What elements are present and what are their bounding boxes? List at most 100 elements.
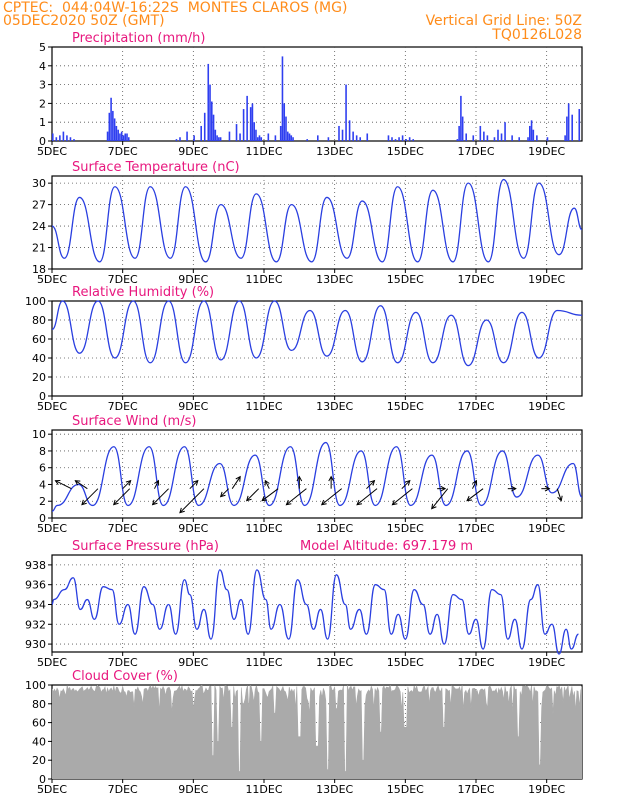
y-tick-label: 100 (25, 295, 46, 308)
wind-arrow (431, 488, 449, 509)
precip-bar (341, 129, 344, 141)
wind-arrow-head (54, 479, 61, 486)
y-tick-label: 934 (25, 598, 46, 611)
precip-bar (200, 125, 202, 141)
y-tick-label: 0 (39, 512, 46, 525)
wind-arrow-head (440, 485, 447, 492)
wind-arrow-head (472, 479, 478, 486)
precip-bar (479, 125, 482, 141)
precip-bar (73, 139, 75, 141)
x-tick-label: 19DEC (528, 273, 565, 286)
y-tick-label: 932 (25, 618, 46, 631)
precip-bar (120, 131, 123, 141)
precip-bar (578, 109, 581, 141)
wind-arrow (152, 488, 169, 506)
precip-bar (398, 137, 400, 141)
x-tick-label: 5DEC (37, 783, 67, 796)
y-tick-label: 24 (32, 220, 46, 233)
wind-arrow (179, 488, 205, 514)
precip-bar (260, 137, 263, 141)
precip-bar (460, 95, 462, 141)
precip-bar (110, 97, 112, 141)
series-line (51, 178, 583, 263)
precip-bar (203, 112, 206, 141)
precip-bar (456, 139, 459, 141)
precip-bar (306, 139, 308, 141)
panel-title: Relative Humidity (%) (72, 285, 214, 300)
precip-bar (527, 137, 529, 141)
panel-title: Surface Pressure (hPa) (72, 539, 219, 554)
wind-arrow (231, 476, 241, 489)
y-tick-label: 2 (39, 97, 46, 110)
precip-bar (536, 135, 538, 141)
y-tick-label: 40 (32, 735, 46, 748)
precip-bar (66, 135, 68, 141)
y-tick-label: 27 (32, 199, 46, 212)
precip-bar (394, 139, 397, 141)
precip-bar (246, 95, 248, 141)
y-tick-label: 6 (39, 462, 46, 475)
precip-bar (327, 137, 330, 141)
precip-bar (122, 135, 125, 141)
precip-bar (571, 114, 573, 141)
series-line (51, 300, 583, 367)
precip-bar (511, 135, 513, 141)
x-tick-label: 17DEC (457, 400, 494, 413)
precip-bar (175, 139, 178, 141)
x-tick-label: 19DEC (528, 656, 565, 669)
x-tick-label: 9DEC (178, 783, 208, 796)
precip-bar (281, 56, 284, 141)
wind-arrow (261, 488, 279, 502)
x-tick-label: 13DEC (316, 273, 353, 286)
precip-bar (52, 133, 54, 141)
y-tick-label: 0 (39, 135, 46, 148)
x-tick-label: 11DEC (245, 400, 282, 413)
x-tick-label: 9DEC (178, 400, 208, 413)
precip-bar (124, 133, 127, 141)
wind-arrow-head (466, 495, 473, 502)
precip-bar (500, 133, 503, 141)
wind-arrow (321, 488, 343, 506)
precip-bar (119, 133, 121, 141)
wind-arrow-head (151, 499, 158, 506)
precip-bar (218, 137, 220, 141)
precip-bar (112, 110, 114, 141)
x-tick-label: 11DEC (245, 145, 282, 158)
panel-title: Surface Temperature (nC) (72, 160, 240, 175)
precip-bar (564, 135, 566, 141)
x-tick-label: 5DEC (37, 400, 67, 413)
x-tick-label: 19DEC (528, 145, 565, 158)
precip-bar (493, 137, 496, 141)
panel-title: Surface Wind (m/s) (72, 414, 196, 429)
precip-bar (219, 137, 222, 141)
wind-arrow (81, 488, 99, 506)
precip-bar (288, 133, 291, 141)
precip-bar (127, 137, 130, 141)
precip-bar (212, 114, 215, 141)
x-tick-label: 11DEC (245, 273, 282, 286)
precip-bar (530, 120, 533, 141)
x-tick-label: 19DEC (528, 783, 565, 796)
precip-bar (216, 135, 218, 141)
x-tick-label: 7DEC (108, 400, 138, 413)
y-tick-label: 10 (32, 428, 46, 441)
wind-arrow-head (369, 479, 376, 486)
y-tick-label: 938 (25, 559, 46, 572)
wind-arrow-head (112, 499, 119, 506)
wind-arrow-head (391, 499, 398, 506)
precip-bar (267, 133, 270, 141)
precip-bar (366, 133, 369, 141)
x-tick-label: 9DEC (178, 656, 208, 669)
precip-bar (391, 137, 393, 141)
x-tick-label: 5DEC (37, 273, 67, 286)
wind-arrow-head (431, 503, 437, 510)
precip-bar (235, 124, 238, 141)
x-tick-label: 7DEC (108, 522, 138, 535)
precip-bar (258, 135, 261, 141)
header-run-code: TQ0126L028 (492, 27, 582, 43)
wind-arrow-head (154, 479, 160, 486)
precip-bar (108, 112, 111, 141)
precip-bar (115, 125, 118, 141)
x-tick-label: 7DEC (108, 273, 138, 286)
x-tick-label: 15DEC (387, 145, 424, 158)
